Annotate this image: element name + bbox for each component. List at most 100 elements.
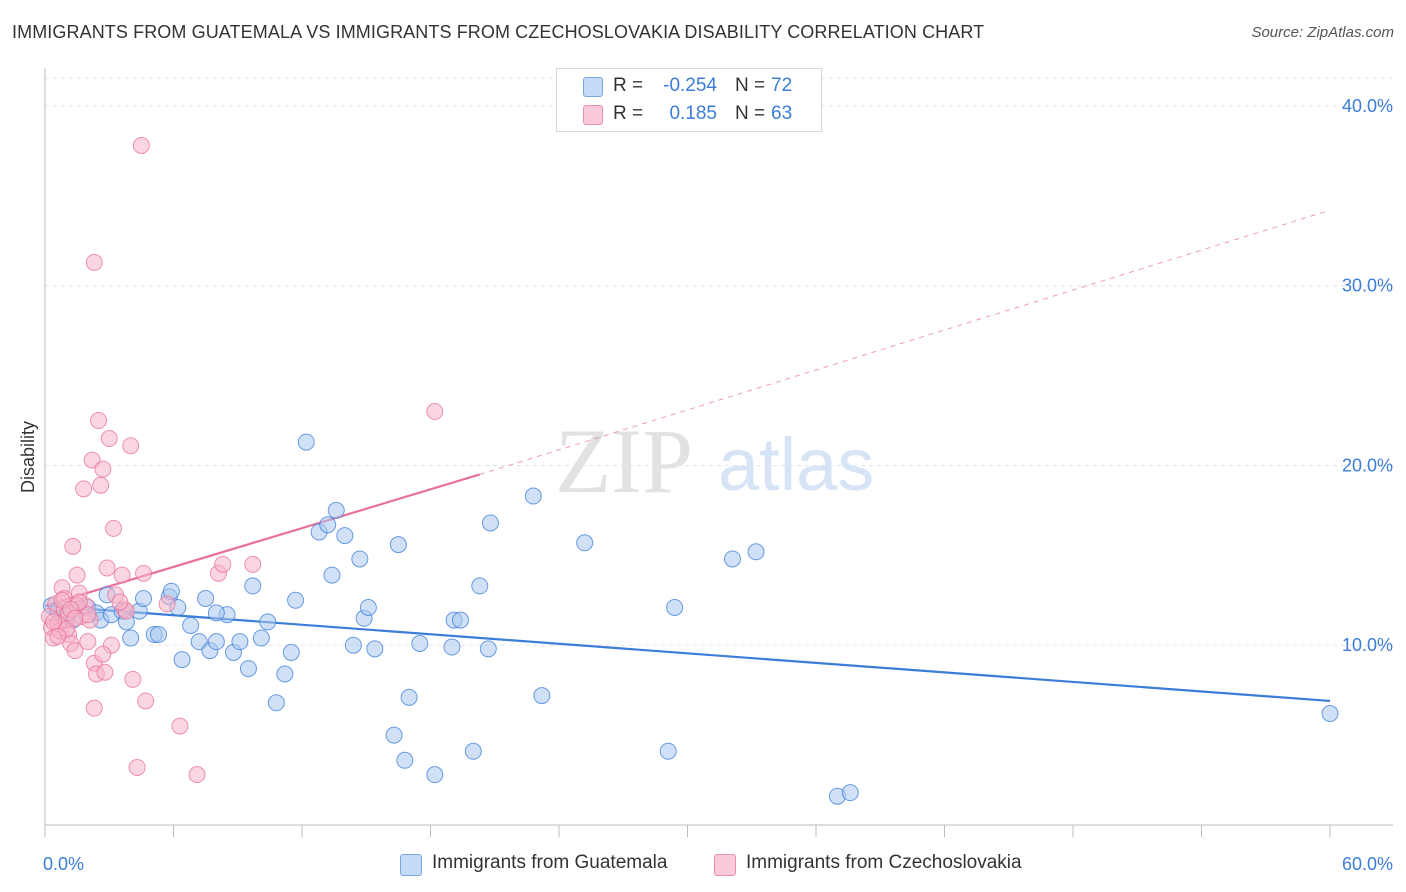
trend-lines (44, 209, 1331, 703)
data-point (426, 403, 444, 421)
trend-line (44, 473, 481, 607)
data-point (173, 651, 191, 669)
y-tick-label: 40.0% (1342, 96, 1393, 116)
x-tick-label-max: 60.0% (1342, 854, 1393, 874)
data-point (267, 694, 285, 712)
guatemala-legend-swatch (400, 854, 422, 876)
data-point (105, 519, 123, 537)
data-point (45, 613, 63, 631)
data-point (323, 566, 341, 584)
data-point (244, 577, 262, 595)
data-point (396, 751, 414, 769)
data-point (351, 550, 369, 568)
data-point (464, 742, 482, 760)
data-point (481, 514, 499, 532)
data-point (207, 633, 225, 651)
watermark-zip: ZIP (555, 410, 693, 512)
data-point (75, 480, 93, 498)
data-point (197, 590, 215, 607)
r-value: -0.254 (663, 75, 717, 96)
chart-title: IMMIGRANTS FROM GUATEMALA VS IMMIGRANTS … (12, 22, 985, 42)
data-point (137, 692, 155, 710)
correlation-legend: R = -0.254 N = 72 R = 0.185 N = 63 (556, 68, 822, 132)
data-point (252, 629, 270, 647)
data-point (111, 593, 129, 611)
data-point (100, 430, 118, 448)
data-point (319, 516, 337, 534)
data-point (336, 527, 354, 545)
data-point (90, 412, 108, 430)
data-point (122, 629, 140, 647)
series-czechoslovakia (40, 137, 444, 784)
data-point (723, 550, 741, 568)
data-point (214, 555, 232, 573)
data-point (259, 613, 277, 631)
legend-label: Immigrants from Guatemala (432, 852, 668, 873)
data-point (533, 687, 551, 705)
data-point (524, 487, 542, 505)
data-point (128, 758, 146, 776)
y-tick-label: 20.0% (1342, 455, 1393, 475)
data-point (94, 645, 112, 663)
trend-line (44, 604, 1331, 703)
data-point (98, 559, 116, 577)
data-point (132, 137, 150, 154)
data-point (400, 688, 418, 706)
y-tick-label: 10.0% (1342, 635, 1393, 655)
n-label: N = (735, 103, 766, 124)
data-point (471, 577, 489, 595)
data-points (40, 137, 1339, 805)
data-point (171, 717, 189, 735)
n-value: 72 (771, 75, 793, 96)
data-point (66, 609, 84, 627)
data-point (747, 543, 765, 561)
data-point (66, 642, 84, 660)
data-point (49, 627, 67, 645)
data-point (96, 663, 114, 681)
data-point (188, 766, 206, 784)
data-point (451, 611, 469, 629)
trend-line-extension (479, 209, 1331, 475)
data-point (344, 636, 362, 654)
data-point (297, 433, 315, 451)
data-point (282, 643, 300, 661)
x-tick-labels: 0.0% 60.0% (43, 854, 1393, 874)
data-point (327, 501, 345, 519)
y-tick-labels: 10.0% 20.0% 30.0% 40.0% (1342, 96, 1393, 655)
data-point (124, 670, 142, 688)
n-label: N = (735, 75, 766, 96)
data-point (276, 665, 294, 683)
data-point (411, 634, 429, 652)
data-point (244, 555, 262, 573)
data-point (479, 640, 497, 658)
data-point (122, 437, 140, 455)
data-point (135, 564, 153, 582)
x-tick-label-min: 0.0% (43, 854, 84, 874)
data-point (85, 699, 103, 717)
data-point (366, 640, 384, 658)
source-label: Source: ZipAtlas.com (1251, 24, 1394, 41)
data-point (385, 726, 403, 744)
data-point (85, 253, 103, 271)
data-point (150, 625, 168, 643)
czechoslovakia-legend-swatch (714, 854, 736, 876)
n-value: 63 (771, 103, 793, 124)
series-guatemala (42, 433, 1339, 805)
data-point (92, 476, 110, 494)
data-point (182, 616, 200, 634)
data-point (1321, 705, 1339, 723)
r-value: 0.185 (669, 103, 717, 124)
data-point (207, 604, 225, 622)
data-point (231, 633, 249, 651)
data-point (841, 784, 859, 802)
legend-row-guatemala: R = -0.254 N = 72 (557, 73, 821, 101)
data-point (287, 591, 305, 609)
data-point (659, 742, 677, 760)
y-axis-label: Disability (18, 421, 38, 493)
data-point (113, 566, 131, 584)
data-point (443, 638, 461, 656)
legend-label: Immigrants from Czechoslovakia (746, 852, 1022, 873)
watermark-atlas: atlas (718, 423, 874, 506)
data-point (94, 460, 112, 478)
